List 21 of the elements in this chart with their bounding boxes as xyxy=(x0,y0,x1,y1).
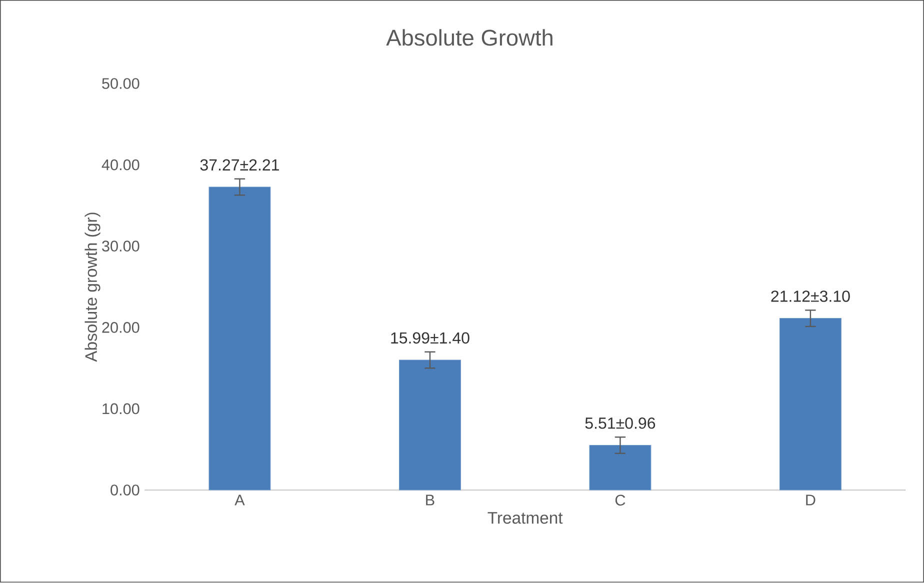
bar xyxy=(779,318,842,491)
x-axis-title: Treatment xyxy=(488,512,563,524)
data-label: 15.99±1.40 xyxy=(391,332,470,344)
x-tick-label: C xyxy=(615,494,626,506)
data-label: 21.12±3.10 xyxy=(771,290,850,302)
bar xyxy=(398,360,461,491)
y-tick-label: 10.00 xyxy=(102,404,140,414)
y-axis-title: Absolute growth (gr) xyxy=(84,212,100,362)
bar xyxy=(208,186,271,491)
data-label: 37.27±2.21 xyxy=(200,159,279,171)
x-tick-label: B xyxy=(426,494,434,506)
y-tick-label: 30.00 xyxy=(102,240,140,252)
y-tick-label: 50.00 xyxy=(102,78,140,90)
y-tick-label: 20.00 xyxy=(102,322,140,334)
y-tick-label: 0.00 xyxy=(110,484,140,496)
x-tick-label: A xyxy=(234,494,245,506)
chart-title: Absolute Growth xyxy=(386,29,552,46)
y-tick-label: 40.00 xyxy=(102,160,140,170)
data-label: 5.51±0.96 xyxy=(585,418,656,430)
bar xyxy=(589,445,652,491)
x-tick-label: D xyxy=(806,494,816,506)
